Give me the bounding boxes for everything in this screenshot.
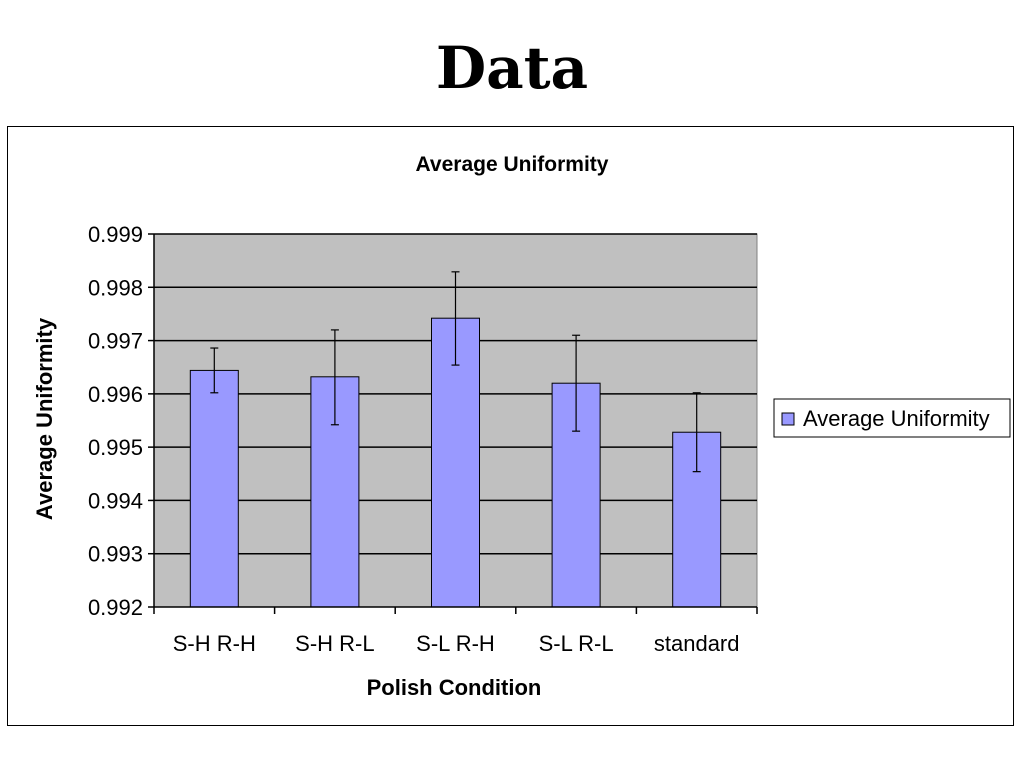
- page-title: Data: [435, 34, 589, 102]
- x-tick-label: S-L R-L: [539, 631, 614, 656]
- bar: [189, 369, 239, 608]
- x-axis-label: Polish Condition: [367, 675, 542, 700]
- x-tick-label: standard: [654, 631, 740, 656]
- y-axis-label: Average Uniformity: [32, 317, 57, 520]
- y-tick-label: 0.993: [88, 542, 143, 567]
- y-tick-label: 0.998: [88, 275, 143, 300]
- legend-swatch: [781, 412, 795, 426]
- y-tick-label: 0.992: [88, 595, 143, 620]
- y-tick-label: 0.994: [88, 488, 143, 513]
- chart-title: Average Uniformity: [416, 153, 609, 176]
- legend-box: [773, 398, 1011, 438]
- y-tick-label: 0.999: [88, 222, 143, 247]
- y-tick-label: 0.997: [88, 329, 143, 354]
- chart-frame: Average Uniformity 0.992 0.993 0.994 0.995 0…: [7, 126, 1014, 726]
- legend: Average Uniformity: [773, 398, 1011, 438]
- x-tick-label: S-L R-H: [416, 631, 495, 656]
- x-tick-label: S-H R-H: [173, 631, 256, 656]
- y-tick-label: 0.995: [88, 435, 143, 460]
- bar-chart: Average Uniformity 0.9920.9930.9940.9950…: [32, 153, 1011, 700]
- legend-label: Average Uniformity: [803, 406, 990, 431]
- axes-group: 0.992 0.993 0.994 0.995 0.996 0.997 0.998 0.999…: [88, 222, 758, 656]
- y-tick-label: 0.996: [88, 382, 143, 407]
- x-tick-label: S-H R-L: [295, 631, 374, 656]
